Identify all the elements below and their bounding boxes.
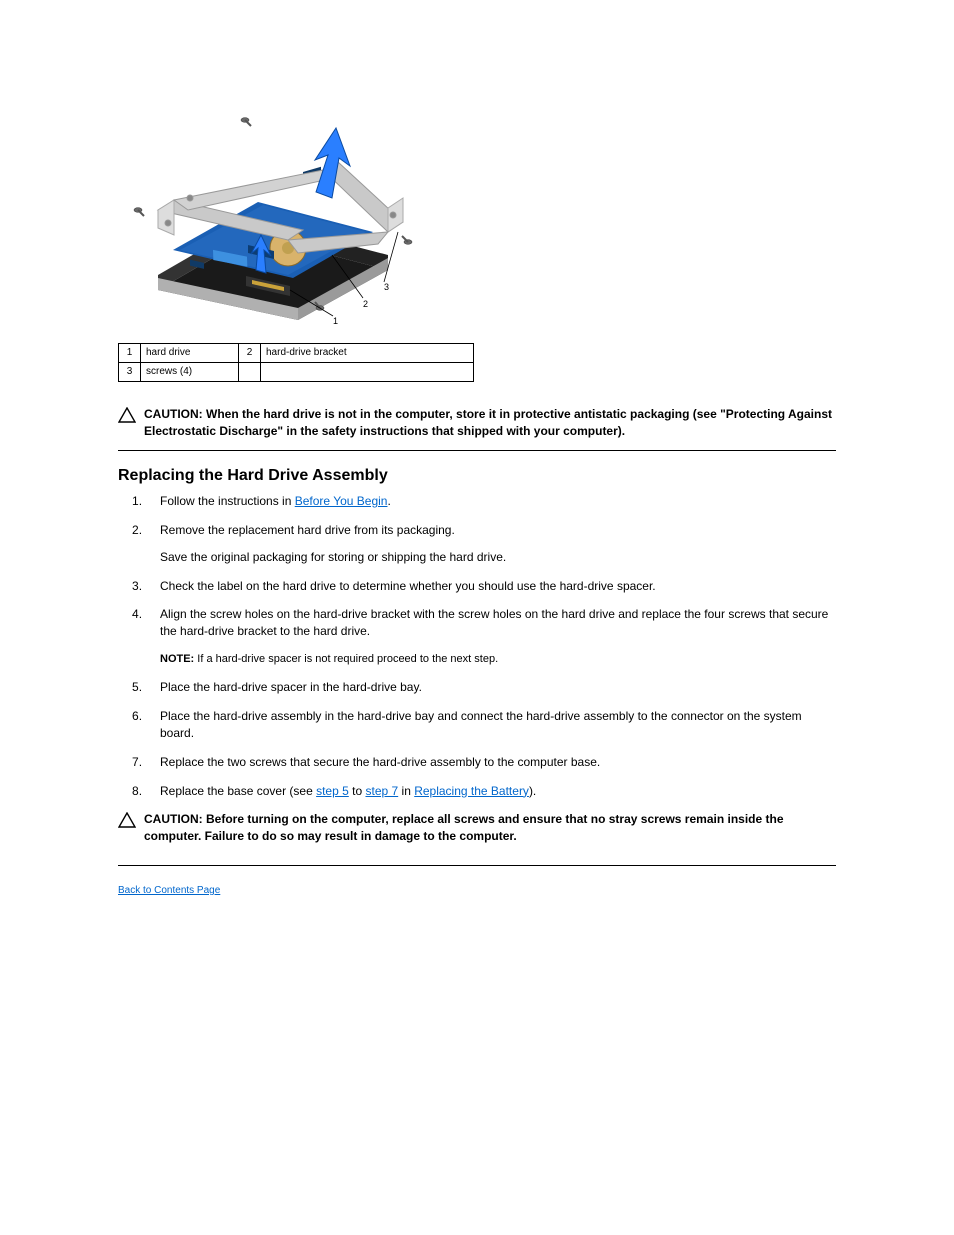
steps-list-cont: Place the hard-drive spacer in the hard-… [118,679,836,799]
svg-text:3: 3 [384,282,389,292]
svg-text:2: 2 [363,299,368,309]
caution-screws-text: CAUTION: Before turning on the computer,… [144,811,836,845]
cell-1n: 1 [119,344,141,363]
hard-drive-figure: 1 2 3 [118,80,836,331]
caution-storage-text: CAUTION: When the hard drive is not in t… [144,406,836,440]
cell-3l: screws (4) [141,363,239,382]
steps-list: Follow the instructions in Before You Be… [118,493,836,640]
caution-storage: CAUTION: When the hard drive is not in t… [118,406,836,440]
caution-screws: CAUTION: Before turning on the computer,… [118,811,836,845]
caution-icon [118,812,136,833]
spacer-note: NOTE: If a hard-drive spacer is not requ… [118,652,836,667]
cell-1l: hard drive [141,344,239,363]
cell-4n [239,363,261,382]
back-to-contents-link[interactable]: Back to Contents Page [118,884,220,898]
step-1: Follow the instructions in Before You Be… [118,493,836,510]
step-4: Align the screw holes on the hard-drive … [118,606,836,640]
divider [118,865,836,866]
cell-2n: 2 [239,344,261,363]
cell-3n: 3 [119,363,141,382]
note-label: NOTE: [160,653,194,665]
divider [118,450,836,451]
parts-table: 1 hard drive 2 hard-drive bracket 3 scre… [118,343,474,382]
cell-4l [261,363,474,382]
step-7: Replace the two screws that secure the h… [118,754,836,771]
before-you-begin-link[interactable]: Before You Begin [295,494,388,508]
packaging-note: Save the original packaging for storing … [160,549,836,566]
step-5: Place the hard-drive spacer in the hard-… [118,679,836,696]
cell-2l: hard-drive bracket [261,344,474,363]
note-text: If a hard-drive spacer is not required p… [194,653,498,665]
section-title: Replacing the Hard Drive Assembly [118,465,836,487]
caution-icon [118,407,136,428]
step-2: Remove the replacement hard drive from i… [118,522,836,566]
svg-text:1: 1 [333,316,338,326]
step-8: Replace the base cover (see step 5 to st… [118,783,836,800]
step-3: Check the label on the hard drive to det… [118,578,836,595]
step-6: Place the hard-drive assembly in the har… [118,708,836,742]
